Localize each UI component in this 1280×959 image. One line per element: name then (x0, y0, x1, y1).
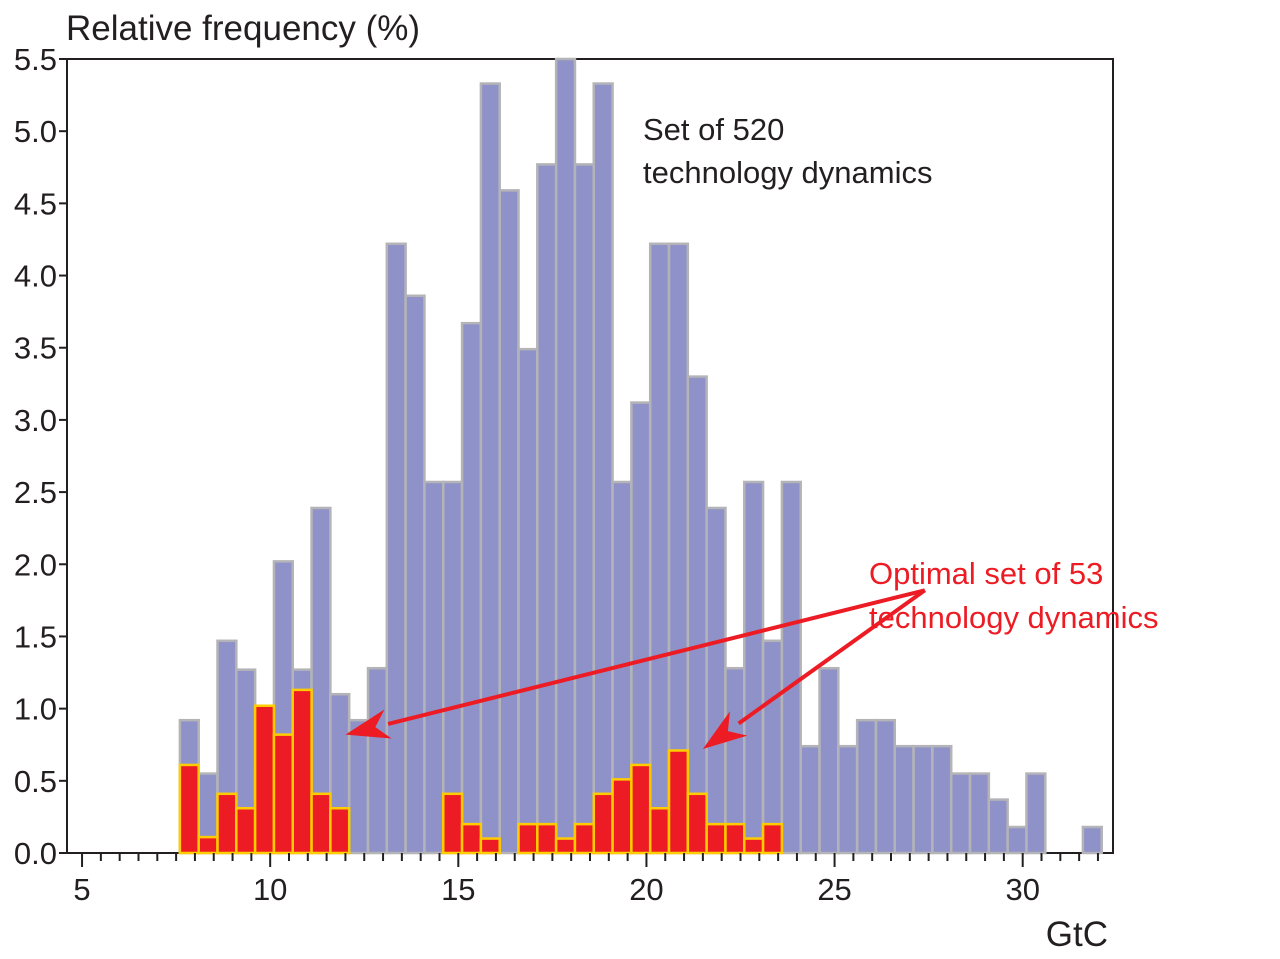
x-axis: 5 10 15 20 25 30 (73, 853, 1099, 907)
red-bar-10 (460, 822, 483, 855)
gray-bar-22 (592, 82, 614, 855)
y-tick-label-5: 2.5 (14, 475, 57, 510)
x-tick-label-5: 30 (1005, 872, 1039, 907)
y-axis: 0.0 0.5 1.0 1.5 2.0 2.5 3.0 3.5 4.0 4.5 5.0 5.5 (14, 42, 67, 871)
gray-bar-44 (1006, 825, 1028, 855)
red-bar-22 (705, 822, 727, 855)
red-bar-2 (216, 792, 238, 855)
y-tick-label-9: 4.5 (14, 186, 57, 221)
red-bar-6 (291, 688, 313, 855)
y-tick-label-8: 4.0 (14, 259, 57, 294)
red-bar-16 (592, 792, 614, 855)
y-tick-label-1: 0.5 (14, 764, 57, 799)
gray-bar-25 (648, 242, 671, 855)
y-tick-label-11: 5.5 (14, 42, 57, 77)
gray-bar-16 (479, 82, 501, 855)
y-tick-label-7: 3.5 (14, 331, 57, 366)
gray-bar-42 (968, 772, 991, 855)
annotation-arrow-head-1 (702, 711, 748, 750)
gray-bar-31 (761, 639, 784, 855)
x-tick-label-1: 10 (253, 872, 287, 907)
gray-bar-34 (818, 666, 840, 855)
gray-bar-40 (931, 744, 953, 855)
red-bar-11 (479, 837, 501, 855)
y-tick-label-0: 0.0 (14, 836, 57, 871)
red-bar-14 (554, 837, 577, 855)
red-bar-8 (329, 806, 351, 855)
red-bar-25 (761, 822, 784, 855)
gray-bar-46 (1081, 825, 1103, 855)
red-bar-21 (686, 792, 708, 855)
red-bar-4 (253, 704, 276, 855)
gray-bar-19 (536, 163, 558, 855)
y-tick-label-2: 1.0 (14, 692, 57, 727)
gray-bar-11 (385, 242, 407, 855)
gray-bar-15 (460, 321, 483, 855)
red-bar-1 (197, 835, 219, 855)
gray-bar-38 (893, 744, 915, 855)
red-bar-19 (648, 806, 671, 855)
red-bar-24 (743, 837, 765, 855)
gray-bar-30 (743, 480, 765, 855)
y-tick-label-3: 1.5 (14, 619, 57, 654)
gray-bar-27 (686, 375, 708, 855)
red-bar-23 (724, 822, 746, 855)
red-bar-9 (442, 792, 464, 855)
x-tick-label-0: 5 (73, 872, 90, 907)
gray-series-label-line2: technology dynamics (643, 155, 933, 190)
gray-bar-9 (347, 718, 370, 855)
red-bar-12 (517, 822, 539, 855)
annotation-arrow-head-0 (345, 709, 392, 739)
gray-bar-45 (1025, 772, 1047, 855)
gray-bar-18 (517, 347, 539, 855)
gray-bar-20 (554, 57, 577, 855)
gray-series-bars (178, 57, 1103, 855)
red-bar-0 (178, 763, 200, 855)
x-tick-label-2: 15 (441, 872, 475, 907)
annotation-arrows (345, 588, 927, 750)
gray-bar-36 (855, 718, 878, 855)
red-bar-20 (667, 749, 690, 855)
red-series-label-line1: Optimal set of 53 (869, 556, 1103, 591)
red-bar-13 (536, 822, 558, 855)
red-bar-5 (272, 733, 295, 855)
gray-bar-32 (780, 480, 802, 855)
y-axis-title: Relative frequency (%) (66, 9, 420, 48)
red-series-label-line2: technology dynamics (869, 600, 1159, 635)
red-bar-7 (310, 792, 332, 855)
gray-bar-41 (949, 772, 972, 855)
gray-bar-28 (705, 506, 727, 855)
gray-bar-37 (874, 718, 897, 855)
red-bar-17 (611, 778, 633, 855)
red-series-bars (178, 688, 784, 855)
y-tick-label-6: 3.0 (14, 403, 57, 438)
gray-bar-35 (837, 744, 859, 855)
gray-bar-39 (912, 744, 934, 855)
x-tick-label-4: 25 (817, 872, 851, 907)
red-bar-3 (235, 806, 257, 855)
gray-bar-17 (498, 189, 520, 855)
red-bar-18 (630, 763, 652, 855)
y-tick-label-10: 5.0 (14, 114, 57, 149)
gray-bar-33 (799, 744, 821, 855)
gray-series-label-line1: Set of 520 (643, 112, 784, 147)
annotation-arrow-shaft-0 (387, 588, 926, 726)
gray-bar-43 (987, 798, 1009, 855)
x-axis-title: GtC (1046, 915, 1108, 954)
y-tick-label-4: 2.0 (14, 547, 57, 582)
gray-bar-13 (423, 480, 445, 855)
x-tick-label-3: 20 (629, 872, 663, 907)
red-bar-15 (573, 822, 596, 855)
gray-bar-21 (573, 163, 596, 855)
gray-bar-12 (404, 294, 426, 855)
annotation-arrow-shaft-1 (737, 588, 927, 726)
gray-bar-10 (366, 666, 389, 855)
